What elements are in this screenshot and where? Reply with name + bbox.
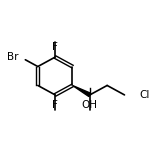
Text: Cl: Cl [139, 90, 150, 100]
Text: Br: Br [7, 52, 19, 62]
Text: F: F [52, 42, 58, 52]
Text: F: F [52, 100, 58, 110]
Polygon shape [73, 85, 91, 97]
Text: OH: OH [82, 100, 98, 110]
